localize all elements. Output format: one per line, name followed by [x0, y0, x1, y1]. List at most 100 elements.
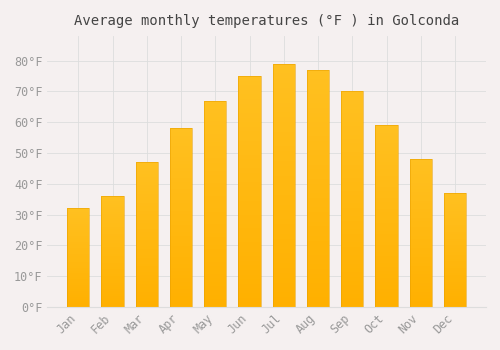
Bar: [102, 198, 124, 201]
Bar: [102, 212, 124, 214]
Bar: [341, 96, 363, 100]
Bar: [341, 160, 363, 165]
Bar: [238, 113, 260, 118]
Bar: [376, 144, 398, 147]
Bar: [410, 162, 432, 165]
Bar: [136, 266, 158, 269]
Bar: [410, 266, 432, 268]
Bar: [102, 196, 124, 307]
Bar: [102, 305, 124, 307]
Bar: [170, 296, 192, 300]
Bar: [341, 268, 363, 272]
Bar: [376, 140, 398, 144]
Bar: [102, 225, 124, 227]
Bar: [376, 202, 398, 205]
Bar: [341, 264, 363, 268]
Bar: [67, 285, 90, 287]
Bar: [410, 280, 432, 283]
Bar: [272, 253, 295, 258]
Bar: [272, 78, 295, 83]
Bar: [376, 216, 398, 220]
Bar: [444, 293, 466, 295]
Bar: [102, 296, 124, 298]
Bar: [170, 282, 192, 286]
Bar: [272, 292, 295, 297]
Bar: [170, 210, 192, 214]
Bar: [341, 229, 363, 234]
Bar: [410, 260, 432, 262]
Bar: [272, 195, 295, 200]
Bar: [136, 281, 158, 284]
Bar: [444, 198, 466, 200]
Bar: [307, 79, 329, 84]
Bar: [410, 203, 432, 206]
Bar: [341, 134, 363, 139]
Bar: [170, 278, 192, 282]
Bar: [272, 141, 295, 146]
Bar: [136, 182, 158, 186]
Bar: [307, 188, 329, 193]
Bar: [410, 304, 432, 307]
Bar: [376, 260, 398, 263]
Bar: [444, 220, 466, 223]
Bar: [410, 189, 432, 192]
Bar: [204, 220, 227, 224]
Bar: [376, 274, 398, 278]
Bar: [341, 221, 363, 225]
Bar: [102, 245, 124, 247]
Bar: [307, 113, 329, 117]
Bar: [136, 203, 158, 206]
Bar: [238, 302, 260, 307]
Bar: [272, 258, 295, 263]
Bar: [307, 70, 329, 75]
Bar: [102, 300, 124, 302]
Bar: [307, 231, 329, 236]
Bar: [67, 273, 90, 275]
Bar: [376, 285, 398, 289]
Bar: [67, 238, 90, 240]
Bar: [307, 174, 329, 179]
Bar: [170, 264, 192, 268]
Bar: [102, 269, 124, 272]
Bar: [307, 260, 329, 264]
Bar: [307, 240, 329, 245]
Bar: [136, 304, 158, 307]
Bar: [238, 205, 260, 210]
Bar: [410, 177, 432, 180]
Bar: [307, 245, 329, 250]
Bar: [238, 118, 260, 122]
Bar: [238, 164, 260, 168]
Bar: [410, 292, 432, 295]
Bar: [410, 278, 432, 280]
Bar: [204, 179, 227, 183]
Bar: [238, 76, 260, 307]
Bar: [272, 263, 295, 268]
Bar: [376, 256, 398, 260]
Bar: [102, 285, 124, 287]
Bar: [170, 135, 192, 139]
Bar: [410, 195, 432, 198]
Bar: [272, 122, 295, 127]
Bar: [67, 234, 90, 236]
Bar: [170, 146, 192, 150]
Bar: [102, 276, 124, 278]
Bar: [410, 268, 432, 272]
Bar: [102, 262, 124, 265]
Bar: [272, 171, 295, 176]
Bar: [102, 274, 124, 276]
Bar: [170, 189, 192, 192]
Bar: [376, 191, 398, 194]
Bar: [272, 239, 295, 244]
Bar: [307, 141, 329, 146]
Bar: [136, 261, 158, 264]
Bar: [102, 254, 124, 256]
Bar: [238, 85, 260, 90]
Title: Average monthly temperatures (°F ) in Golconda: Average monthly temperatures (°F ) in Go…: [74, 14, 460, 28]
Bar: [307, 198, 329, 203]
Bar: [204, 249, 227, 253]
Bar: [136, 275, 158, 278]
Bar: [272, 69, 295, 74]
Bar: [376, 241, 398, 245]
Bar: [204, 142, 227, 146]
Bar: [102, 272, 124, 274]
